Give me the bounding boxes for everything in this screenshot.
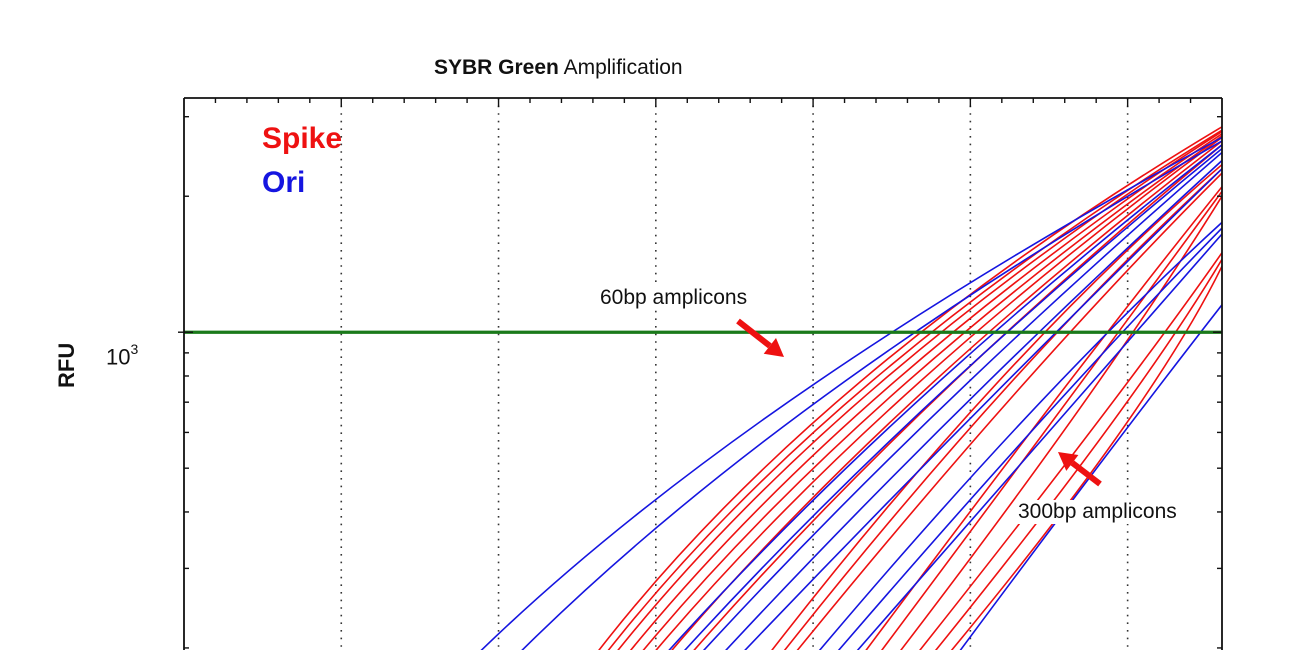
series-line-spike-16	[946, 265, 1222, 655]
series-line-ori-26	[852, 233, 1222, 655]
annotation-60bp: 60bp amplicons	[598, 286, 750, 310]
series-line-spike-15	[930, 258, 1222, 655]
series-line-spike-14	[915, 252, 1222, 655]
series-line-spike-7	[688, 144, 1222, 655]
chart-title-bold: SYBR Green	[434, 56, 559, 79]
series-line-spike-10	[792, 172, 1222, 655]
y-tick-exponent: 3	[130, 341, 139, 357]
series-line-spike-2	[613, 130, 1222, 655]
annotation-arrows	[736, 318, 1102, 487]
series-lines	[475, 126, 1222, 655]
series-line-ori-17	[475, 136, 1222, 655]
arrow-300bp-shaft	[1070, 460, 1102, 487]
series-line-ori-23	[739, 168, 1222, 655]
series-line-ori-25	[833, 227, 1222, 655]
annotation-300bp: 300bp amplicons	[1016, 500, 1179, 524]
series-line-spike-5	[651, 136, 1222, 655]
series-line-spike-12	[877, 190, 1222, 655]
series-line-spike-13	[896, 195, 1222, 655]
series-line-ori-24	[814, 221, 1222, 655]
series-line-ori-27	[955, 304, 1222, 655]
chart-title-rest: Amplification	[563, 56, 683, 79]
series-line-spike-4	[638, 135, 1222, 655]
series-line-ori-19	[663, 144, 1222, 655]
chart-title: SYBR Green Amplification	[434, 56, 683, 80]
y-tick-base: 10	[106, 344, 131, 370]
plot-frame	[178, 97, 1223, 652]
series-line-ori-21	[698, 151, 1222, 655]
legend-entry-ori: Ori	[262, 166, 306, 199]
y-axis-label: RFU	[54, 342, 79, 388]
series-line-ori-20	[679, 147, 1222, 655]
y-tick-label-1000: 103	[106, 341, 139, 370]
arrow-60bp-head	[763, 338, 784, 357]
series-line-spike-3	[625, 133, 1222, 655]
series-line-spike-8	[767, 163, 1222, 655]
series-line-spike-1	[603, 129, 1222, 655]
series-line-spike-0	[594, 126, 1222, 655]
series-line-ori-18	[516, 140, 1222, 655]
x-gridlines	[340, 98, 1129, 655]
series-line-ori-22	[720, 159, 1222, 655]
arrow-300bp-head	[1058, 452, 1079, 471]
legend-entry-spike: Spike	[262, 122, 343, 155]
series-line-spike-9	[779, 168, 1222, 655]
arrow-60bp-shaft	[736, 318, 772, 349]
